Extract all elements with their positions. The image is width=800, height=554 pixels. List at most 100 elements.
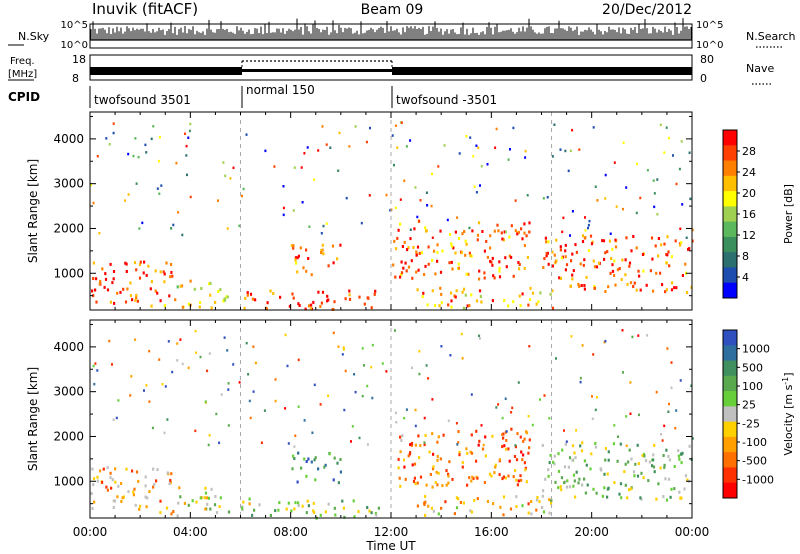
echo-cell — [451, 267, 454, 271]
echo-cell — [574, 456, 577, 460]
echo-cell — [528, 230, 531, 234]
echo-cell — [635, 288, 638, 292]
nave-tick-low: 0 — [700, 72, 707, 85]
echo-cell — [121, 496, 124, 500]
echo-cell — [137, 479, 140, 483]
echo-cell — [624, 462, 627, 466]
echo-cell — [153, 482, 156, 486]
echo-cell — [607, 285, 610, 289]
echo-cell — [642, 452, 646, 456]
echo-cell — [449, 354, 452, 357]
echo-cell — [430, 204, 433, 208]
echo-cell — [451, 477, 454, 481]
echo-cell — [132, 493, 135, 497]
echo-cell — [207, 443, 210, 447]
colorbar-tick-label: 100 — [742, 380, 763, 393]
echo-cell — [478, 269, 481, 273]
echo-cell — [652, 179, 655, 182]
echo-cell — [634, 462, 637, 466]
echo-cell — [548, 461, 551, 465]
echo-cell — [437, 435, 440, 439]
echo-cell — [491, 434, 494, 438]
echo-cell — [619, 442, 622, 446]
echo-cell — [528, 221, 531, 225]
echo-cell — [332, 331, 335, 335]
echo-cell — [251, 297, 254, 301]
echo-cell — [604, 173, 607, 177]
echo-cell — [585, 463, 588, 467]
freq-band-3 — [392, 67, 692, 75]
echo-cell — [667, 477, 671, 481]
echo-cell — [366, 296, 369, 300]
echo-cell — [469, 509, 472, 513]
colorbar-swatch — [723, 452, 737, 468]
echo-cell — [589, 234, 593, 238]
echo-cell — [560, 476, 564, 480]
echo-cell — [571, 273, 574, 277]
echo-cell — [558, 276, 561, 280]
echo-cell — [597, 261, 601, 265]
echo-cell — [300, 166, 303, 169]
echo-cell — [171, 274, 174, 278]
echo-cell — [530, 500, 533, 503]
echo-cell — [436, 250, 439, 254]
echo-cell — [337, 169, 340, 172]
echo-cell — [392, 263, 395, 267]
echo-cell — [373, 292, 376, 296]
echo-cell — [655, 497, 658, 501]
echo-cell — [498, 458, 502, 462]
echo-cell — [560, 488, 563, 492]
echo-cell — [527, 303, 530, 307]
echo-cell — [176, 285, 179, 289]
echo-cell — [523, 266, 526, 270]
echo-cell — [592, 259, 595, 263]
echo-cell — [630, 487, 633, 491]
echo-cell — [652, 289, 655, 293]
echo-cell — [418, 456, 421, 460]
echo-cell — [314, 456, 317, 460]
echo-cell — [670, 386, 673, 390]
echo-cell — [294, 258, 297, 262]
echo-cell — [441, 484, 444, 488]
echo-cell — [607, 458, 610, 462]
echo-cell — [329, 146, 332, 149]
y-axis-label: Slant Range [km] — [26, 159, 40, 263]
power-colorbar: 28 24 20 16 12 8 4 Power [dB] — [722, 129, 795, 299]
x-axis-label: Time UT — [365, 539, 416, 553]
echo-cell — [431, 485, 434, 489]
echo-cell — [141, 221, 144, 225]
echo-cell — [331, 244, 335, 248]
echo-cell — [424, 513, 427, 517]
echo-cell — [269, 289, 272, 293]
echo-cell — [427, 377, 430, 380]
echo-cell — [564, 249, 567, 253]
echo-cell — [581, 344, 584, 347]
echo-cell — [508, 254, 511, 258]
echo-cell — [462, 287, 466, 291]
echo-cell — [455, 496, 458, 500]
echo-cell — [446, 218, 449, 222]
echo-cell — [544, 236, 547, 240]
echo-cell — [158, 192, 161, 195]
echo-cell — [109, 300, 112, 304]
echo-cell — [350, 440, 352, 443]
echo-cell — [105, 485, 108, 489]
echo-cell — [679, 379, 682, 382]
echo-cell — [515, 495, 518, 499]
echo-cell — [351, 425, 354, 428]
echo-cell — [484, 454, 487, 458]
echo-cell — [287, 501, 290, 505]
echo-cell — [476, 497, 479, 501]
echo-cell — [260, 441, 263, 444]
cpid-segment-1: twofsound 3501 — [94, 93, 191, 107]
colorbar-swatch — [723, 267, 737, 284]
echo-cell — [509, 148, 511, 151]
echo-cell — [404, 477, 407, 481]
echo-cell — [303, 457, 306, 461]
echo-cell — [543, 394, 546, 397]
echo-cell — [611, 269, 615, 273]
echo-cell — [430, 506, 433, 510]
echo-cell — [308, 225, 311, 228]
echo-cell — [312, 300, 315, 304]
echo-cell — [455, 422, 458, 425]
